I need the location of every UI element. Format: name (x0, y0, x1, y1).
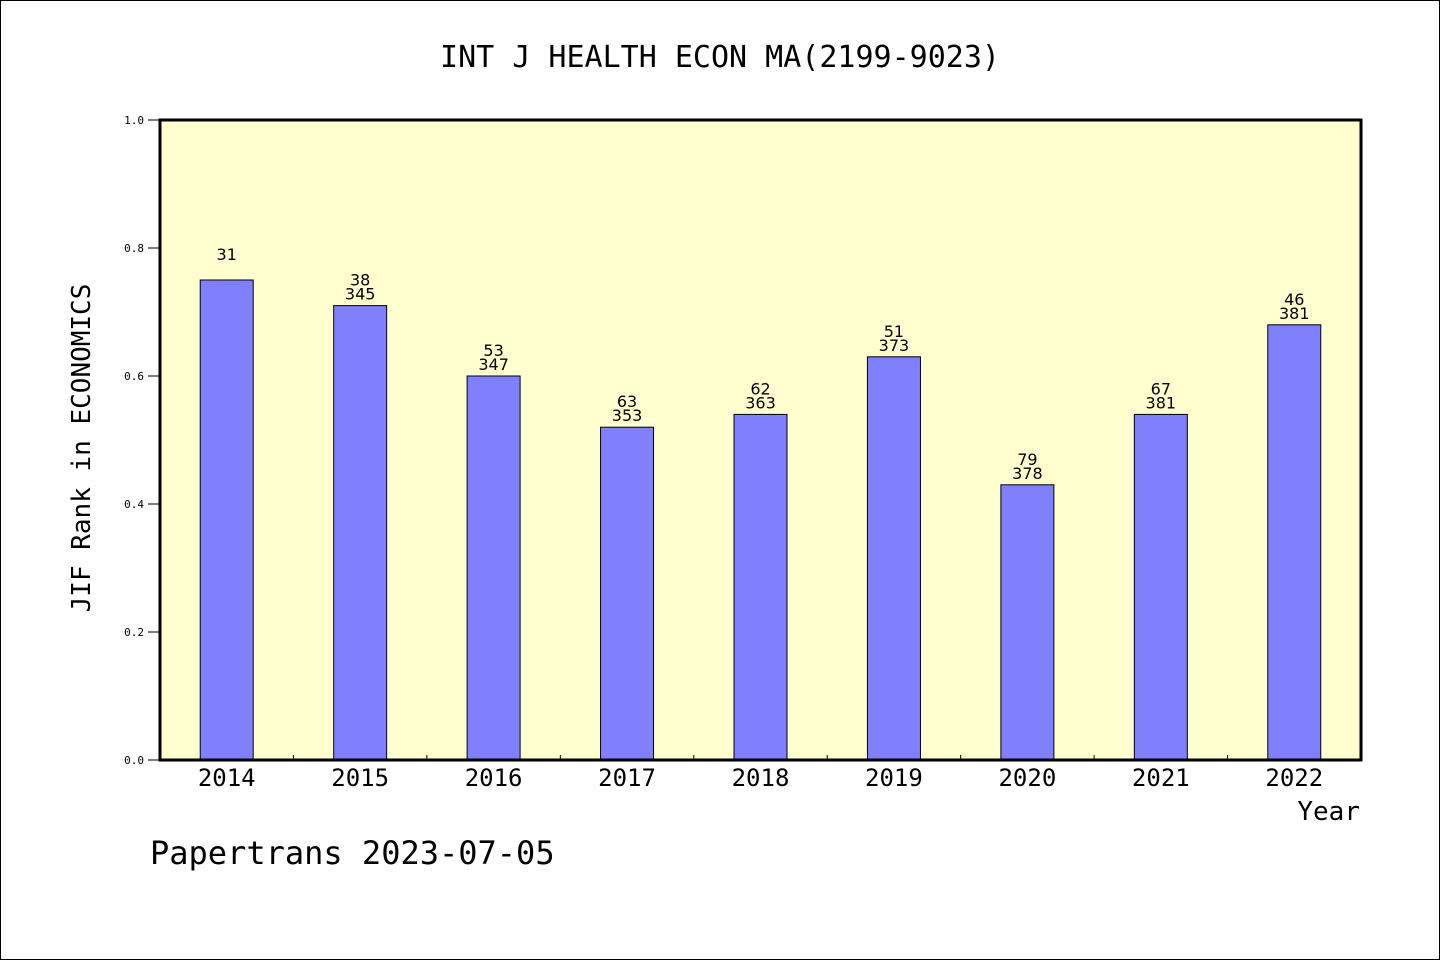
x-tick-label: 2018 (732, 764, 790, 792)
plot-border (158, 118, 1363, 762)
bar-2016 (466, 375, 521, 761)
bar-rank-label: 31 (217, 245, 237, 264)
y-tick-label: 0.6 (124, 370, 144, 383)
bar-2014 (199, 279, 254, 761)
bar-total-label: 378 (1012, 464, 1043, 483)
y-tick-label: 1.0 (124, 114, 144, 127)
bar-2020 (1000, 484, 1055, 761)
bar-total-label: 347 (478, 355, 509, 374)
bar-2019 (866, 356, 921, 761)
x-tick-label: 2020 (998, 764, 1056, 792)
x-tick-label: 2015 (331, 764, 389, 792)
bar-2021 (1133, 413, 1188, 761)
bar-rank-label: 63 (617, 392, 637, 411)
bar-2015 (333, 305, 388, 761)
y-axis: 0.0 0.2 0.4 0.6 0.8 1.0 (124, 114, 160, 767)
x-tick-label: 2016 (465, 764, 523, 792)
y-tick-label: 0.2 (124, 626, 144, 639)
y-axis-title: JIF Rank in ECONOMICS (67, 284, 97, 613)
bar-2017 (600, 426, 655, 761)
bar-2022 (1267, 324, 1322, 761)
x-tick-label: 2017 (598, 764, 656, 792)
bar-rank-label: 67 (1151, 379, 1171, 398)
x-tick-label: 2014 (198, 764, 256, 792)
x-axis-title: Year (1297, 797, 1360, 827)
y-tick-label: 0.8 (124, 242, 144, 255)
y-tick-label: 0.0 (124, 754, 144, 767)
bar-2018 (733, 413, 788, 761)
x-tick-label: 2022 (1265, 764, 1323, 792)
footer-credit: Papertrans 2023-07-05 (150, 834, 555, 872)
y-tick-label: 0.4 (124, 498, 144, 511)
bar-rank-label: 53 (483, 341, 503, 360)
x-axis: 2014 2015 2016 2017 2018 2019 2020 2021 2022 (198, 755, 1323, 792)
x-tick-label: 2021 (1132, 764, 1190, 792)
bar-rank-label: 51 (884, 322, 904, 341)
bar-total-label: 381 (1279, 304, 1310, 323)
bar-rank-label: 46 (1284, 290, 1304, 309)
bar-rank-label: 79 (1017, 450, 1037, 469)
x-tick-label: 2019 (865, 764, 923, 792)
bar-total-label: 353 (612, 406, 643, 425)
bar-rank-label: 38 (350, 271, 370, 290)
chart-title: INT J HEALTH ECON MA(2199-9023) (440, 40, 1000, 75)
bar-total-label: 363 (745, 393, 776, 412)
bar-rank-label: 62 (750, 379, 770, 398)
bar-total-label: 373 (879, 336, 910, 355)
bar-total-label: 381 (1146, 393, 1177, 412)
bar-total-label: 345 (345, 285, 376, 304)
bars-group (199, 279, 1322, 761)
